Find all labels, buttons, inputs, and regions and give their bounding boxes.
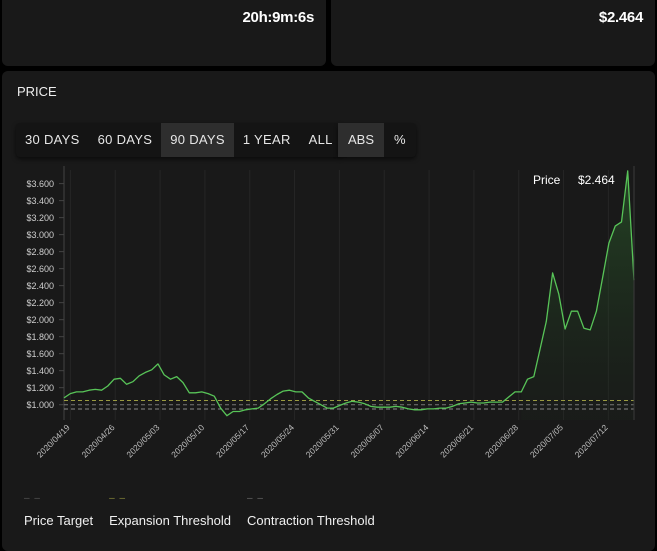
y-tick-label: $1.400 [26,366,54,376]
x-tick-label: 2020/07/12 [573,422,610,459]
x-tick-label: 2020/05/31 [304,422,341,459]
y-tick-label: $2.200 [26,298,54,308]
mode-abs-button[interactable]: ABS [338,123,385,157]
expansion-threshold-swatch: – – [109,493,127,504]
price-area-fill [521,170,634,420]
x-tick-label: 2020/05/17 [214,422,251,459]
x-tick-label: 2020/06/21 [438,422,475,459]
x-tick-label: 2020/06/14 [393,422,430,459]
time-stat-card: 20h:9m:6s [2,0,326,66]
price-line [63,170,635,417]
x-tick-label: 2020/04/19 [35,422,72,459]
y-tick-label: $2.000 [26,315,54,325]
mode-selector: ABS % [338,123,416,157]
y-tick-label: $1.600 [26,349,54,359]
x-tick-label: 2020/05/03 [124,422,161,459]
tooltip-label: Price [533,173,561,187]
legend-item-expansion-threshold[interactable]: – – Expansion Threshold [109,493,231,528]
y-tick-label: $3.200 [26,213,54,223]
x-tick-label: 2020/06/28 [483,422,520,459]
y-tick-label: $1.800 [26,332,54,342]
range-60-days-button[interactable]: 60 DAYS [97,132,153,147]
y-tick-label: $2.600 [26,264,54,274]
time-remaining-value: 20h:9m:6s [242,9,314,26]
price-target-swatch: – – [24,493,41,504]
price-stat-card: $2.464 [331,0,655,66]
y-tick-label: $3.400 [26,196,54,206]
range-1-year-button[interactable]: 1 YEAR [242,132,291,147]
x-tick-label: 2020/04/26 [79,422,116,459]
range-all-button[interactable]: ALL [308,132,333,147]
price-stat-value: $2.464 [598,9,643,26]
legend-item-price-target[interactable]: – – Price Target [24,493,93,528]
y-tick-label: $1.000 [26,400,54,410]
price-panel: PRICE 30 DAYS 60 DAYS 90 DAYS 1 YEAR ALL… [2,71,655,551]
legend-item-contraction-threshold[interactable]: – – Contraction Threshold [247,493,375,528]
y-tick-label: $3.600 [26,179,54,189]
range-30-days-button[interactable]: 30 DAYS [25,132,80,147]
chart-legend: – – Price Target – – Expansion Threshold… [24,493,375,528]
x-tick-label: 2020/07/05 [528,422,565,459]
mode-percent-button[interactable]: % [394,132,406,147]
y-tick-label: $3.000 [26,230,54,240]
tooltip-value: $2.464 [578,173,615,187]
contraction-threshold-swatch: – – [247,493,264,504]
y-tick-label: $2.400 [26,281,54,291]
y-tick-label: $2.800 [26,247,54,257]
x-tick-label: 2020/06/07 [348,422,385,459]
range-90-days-button[interactable]: 90 DAYS [161,123,234,157]
legend-label: Contraction Threshold [247,513,375,528]
x-tick-label: 2020/05/10 [169,422,206,459]
range-selector: 30 DAYS 60 DAYS 90 DAYS 1 YEAR ALL [16,123,342,157]
legend-label: Expansion Threshold [109,513,232,528]
panel-title: PRICE [17,84,57,99]
x-tick-label: 2020/05/24 [259,422,296,459]
legend-label: Price Target [24,513,94,528]
y-tick-label: $1.200 [26,383,54,393]
